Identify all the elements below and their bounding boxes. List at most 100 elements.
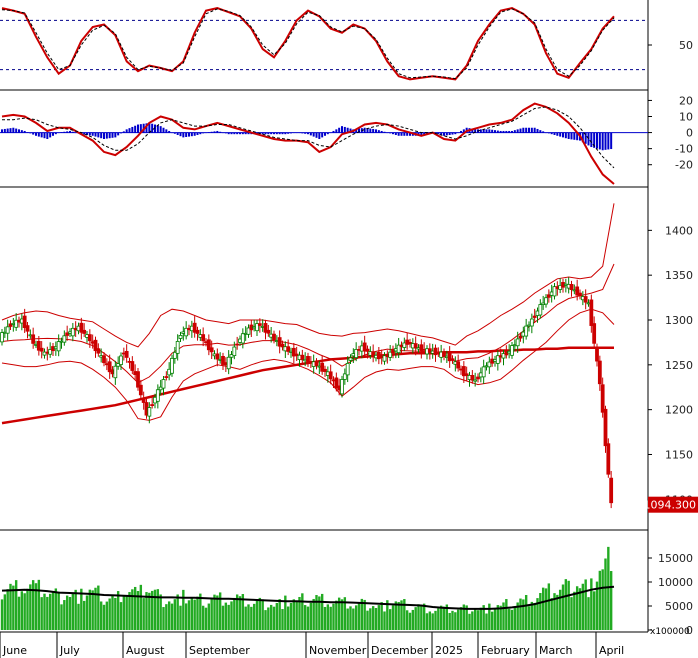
macd-histogram-bar (222, 132, 224, 134)
macd-histogram-bar (247, 132, 250, 135)
macd-histogram-bar (66, 131, 69, 133)
candle-body (206, 339, 211, 351)
volume-bar (60, 604, 63, 630)
candle-body (595, 346, 599, 362)
macd-histogram-bar (530, 127, 533, 133)
candle-body (314, 361, 319, 367)
macd-histogram-bar (236, 132, 239, 135)
candle-body (306, 355, 310, 364)
volume-bar (74, 589, 77, 630)
candle-body (82, 329, 87, 334)
volume-bar (340, 599, 344, 630)
macd-histogram-bar (539, 130, 542, 133)
volume-bar (51, 591, 55, 630)
candle-body (606, 443, 611, 475)
volume-tick-label: 10000 (658, 576, 693, 589)
macd-histogram-bar (581, 132, 584, 143)
candle-body (529, 318, 534, 327)
macd-histogram-bar (556, 132, 559, 136)
candle-body (164, 376, 169, 378)
macd-histogram-bar (564, 132, 567, 139)
macd-histogram-bar (375, 129, 377, 133)
candle-body (235, 343, 240, 346)
volume-bar (145, 592, 148, 630)
volume-bar (369, 608, 372, 630)
month-label-february: February (481, 644, 530, 657)
volume-bar (493, 608, 497, 630)
candle-body (583, 296, 588, 303)
candle-body (266, 329, 271, 334)
volume-bar (301, 593, 304, 630)
macd-histogram-bar (35, 132, 37, 136)
volume-bar (40, 597, 43, 630)
macd-histogram-bar (205, 132, 207, 134)
volume-bar (323, 606, 327, 630)
volume-bar (394, 601, 398, 630)
volume-bar (179, 605, 182, 630)
macd-histogram-bar (1, 129, 3, 133)
volume-bar (573, 591, 576, 630)
volume-bar (374, 608, 378, 630)
macd-histogram-bar (100, 132, 103, 139)
macd-histogram-bar (403, 132, 406, 136)
macd-histogram-bar (230, 132, 233, 135)
volume-bar (119, 602, 123, 630)
volume-bar (275, 602, 279, 630)
volume-bar (476, 610, 480, 630)
volume-bar (428, 611, 432, 630)
macd-histogram-bar (37, 132, 40, 137)
volume-bar (578, 588, 582, 630)
macd-histogram-bar (168, 130, 171, 133)
macd-histogram-bar (550, 132, 553, 135)
macd-histogram-bar (474, 128, 477, 133)
volume-bar (510, 609, 514, 630)
macd-histogram-bar (60, 132, 63, 133)
macd-histogram-bar (542, 131, 545, 133)
volume-bar (575, 586, 579, 630)
volume-bar (414, 607, 417, 630)
volume-unit-label: x100000 (650, 627, 690, 637)
macd-histogram-bar (488, 129, 491, 133)
macd-histogram-bar (207, 132, 210, 133)
candle-body (354, 349, 359, 358)
macd-histogram-bar (117, 132, 120, 136)
month-label-2025: 2025 (435, 644, 463, 657)
volume-bar (485, 613, 488, 630)
macd-panel: 20 10 0 -10 -20 (0, 90, 693, 188)
candle-body (14, 319, 19, 328)
volume-bar (315, 595, 318, 630)
price-tick-label: 1200 (665, 404, 693, 417)
candle-body (226, 356, 231, 370)
macd-histogram-bar (57, 132, 60, 134)
macd-histogram-bar (598, 132, 601, 150)
macd-histogram-bar (409, 132, 411, 136)
candle-body (56, 341, 61, 352)
macd-histogram-bar (380, 130, 383, 133)
macd-histogram-bar (182, 132, 185, 138)
volume-bar (303, 605, 307, 630)
macd-histogram-bar (88, 132, 91, 136)
candle-body (569, 284, 574, 291)
candle-body (538, 304, 543, 316)
macd-histogram-bar (369, 128, 372, 133)
candle-body (600, 384, 605, 413)
macd-histogram-bar (593, 132, 596, 148)
volume-bar (261, 599, 264, 630)
month-label-august: August (126, 644, 165, 657)
volume-bar (114, 597, 117, 630)
volume-bar (278, 599, 281, 630)
stoch-main-line (1, 7, 615, 81)
macd-histogram-bar (462, 129, 465, 133)
macd-histogram-bar (553, 132, 556, 135)
macd-histogram-bar (137, 124, 139, 133)
macd-histogram-bar (134, 125, 137, 133)
candle-body (442, 351, 446, 358)
macd-histogram-bar (596, 132, 598, 149)
volume-bar (564, 579, 568, 630)
volume-bar (400, 600, 403, 630)
macd-histogram-bar (312, 132, 315, 137)
volume-bar (592, 591, 596, 630)
volume-bar (264, 610, 267, 630)
candle-body (221, 355, 225, 365)
macd-histogram-bar (522, 127, 525, 133)
